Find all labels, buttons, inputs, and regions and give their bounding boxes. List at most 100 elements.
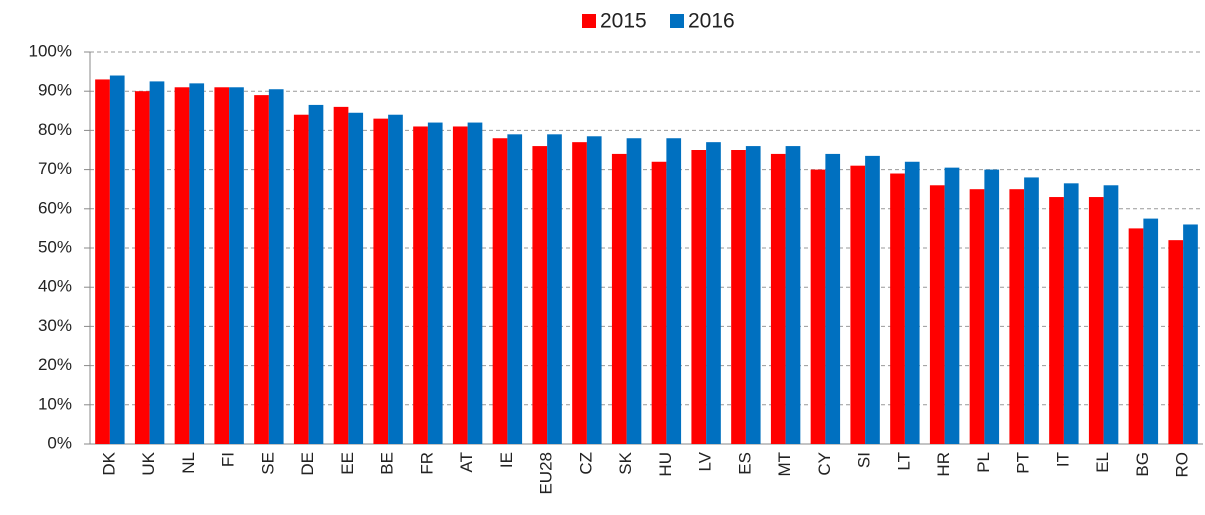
x-tick-label: DE xyxy=(298,452,317,476)
y-tick-label: 60% xyxy=(38,198,72,217)
bar xyxy=(1183,224,1198,444)
bar xyxy=(1103,185,1119,444)
x-tick-label: IT xyxy=(1053,452,1072,467)
bar xyxy=(904,161,920,444)
bar xyxy=(95,79,110,444)
bar xyxy=(666,138,682,445)
bar xyxy=(373,118,389,444)
bar xyxy=(293,114,309,444)
legend-swatch xyxy=(670,14,684,28)
bar xyxy=(929,185,945,444)
bar xyxy=(268,89,284,445)
x-tick-label: SE xyxy=(258,452,277,475)
bar xyxy=(532,146,548,444)
bar xyxy=(691,150,707,444)
bar xyxy=(626,138,642,445)
bar xyxy=(984,169,1000,444)
bar xyxy=(467,122,483,444)
x-tick-label: LV xyxy=(696,451,715,471)
y-tick-label: 50% xyxy=(38,237,72,256)
bar xyxy=(109,75,125,445)
bar xyxy=(1049,197,1064,444)
x-tick-label: LT xyxy=(894,452,913,471)
bar xyxy=(174,87,190,444)
bar xyxy=(810,169,826,444)
y-tick-label: 70% xyxy=(38,159,72,178)
bar xyxy=(254,95,269,445)
y-tick-label: 100% xyxy=(29,41,72,60)
bar xyxy=(651,161,667,444)
x-tick-label: CZ xyxy=(576,452,595,475)
bar xyxy=(770,153,786,445)
bar xyxy=(189,83,205,445)
x-tick-label: UK xyxy=(139,451,158,475)
y-tick-label: 40% xyxy=(38,277,72,296)
bar xyxy=(890,173,905,444)
x-tick-label: NL xyxy=(179,452,198,474)
bar xyxy=(825,153,841,445)
bar xyxy=(388,114,403,444)
bar xyxy=(865,155,880,444)
bar xyxy=(452,126,468,444)
y-tick-label: 90% xyxy=(38,81,72,100)
bar xyxy=(969,189,985,444)
legend-swatch xyxy=(582,14,596,28)
x-tick-label: BG xyxy=(1133,452,1152,477)
bar xyxy=(1009,189,1025,444)
bar xyxy=(1024,177,1039,444)
bar xyxy=(427,122,443,444)
bar xyxy=(944,167,960,444)
x-tick-label: AT xyxy=(457,452,476,472)
x-tick-label: FR xyxy=(417,452,436,475)
x-tick-label: IE xyxy=(497,452,516,468)
bar xyxy=(1168,240,1184,444)
bar xyxy=(134,91,150,444)
bar xyxy=(586,136,602,444)
bar xyxy=(706,142,721,444)
bar xyxy=(149,81,165,445)
y-tick-label: 80% xyxy=(38,120,72,139)
x-tick-label: ES xyxy=(735,452,754,475)
x-tick-label: HU xyxy=(656,452,675,477)
bar xyxy=(785,146,801,444)
x-tick-label: FI xyxy=(219,452,238,467)
bar xyxy=(1088,197,1104,444)
bar xyxy=(333,106,349,444)
bar xyxy=(850,165,866,444)
x-tick-label: SK xyxy=(616,451,635,474)
bar xyxy=(214,87,230,444)
y-tick-label: 30% xyxy=(38,316,72,335)
bar xyxy=(572,142,587,444)
bar xyxy=(229,87,244,444)
x-tick-label: PT xyxy=(1014,452,1033,474)
bar xyxy=(348,112,364,444)
bar xyxy=(1143,218,1159,444)
x-tick-label: BE xyxy=(378,452,397,475)
bar xyxy=(1063,183,1079,444)
x-tick-label: SI xyxy=(855,452,874,468)
x-tick-label: PL xyxy=(974,452,993,473)
x-tick-label: EU28 xyxy=(537,452,556,495)
legend-label: 2016 xyxy=(688,10,735,33)
y-tick-label: 10% xyxy=(38,394,72,413)
bar xyxy=(308,104,324,445)
x-tick-label: DK xyxy=(99,451,118,475)
bar xyxy=(731,150,746,444)
bar xyxy=(1128,228,1144,444)
legend-label: 2015 xyxy=(600,10,647,33)
x-tick-label: HR xyxy=(934,452,953,477)
bar xyxy=(547,134,562,444)
bar xyxy=(611,153,627,445)
x-tick-label: EL xyxy=(1093,452,1112,473)
x-tick-label: RO xyxy=(1173,452,1192,478)
x-tick-label: MT xyxy=(775,452,794,477)
bar xyxy=(413,126,428,444)
y-tick-label: 0% xyxy=(47,433,72,452)
bar xyxy=(507,134,523,444)
bar xyxy=(492,138,508,445)
bar xyxy=(745,146,761,444)
x-tick-label: EE xyxy=(338,452,357,475)
x-tick-label: CY xyxy=(815,452,834,476)
